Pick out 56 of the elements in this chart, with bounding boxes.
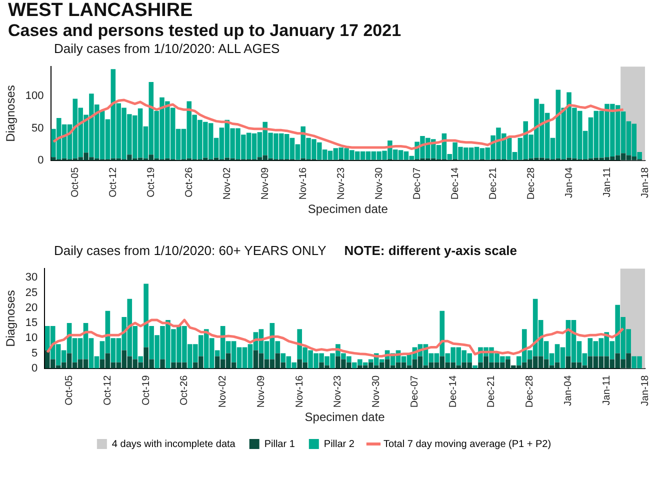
y-tick-label: 20: [25, 302, 38, 314]
chart-title: Daily cases from 1/10/2020: 60+ YEARS ONLY: [54, 243, 326, 258]
x-tick-label: Dec-21: [488, 166, 499, 200]
text: NOTE: different y-axis scale: [344, 243, 517, 258]
x-tick-label: Nov-09: [260, 166, 271, 200]
y-axis-title: Diagnoses: [4, 85, 18, 142]
x-tick-label: Dec-07: [412, 166, 423, 200]
x-tick-label: Oct-19: [146, 166, 157, 198]
x-tick-label: Jan-04: [564, 166, 575, 198]
x-tick-label: Nov-30: [374, 166, 385, 200]
x-tick-label: Oct-19: [140, 374, 152, 406]
x-axis-title: Specimen date: [308, 202, 388, 216]
chart-subtitle: Cases and persons tested up to January 17 2021: [8, 21, 402, 41]
x-tick-label: Nov-16: [294, 374, 306, 408]
x-tick-label: Jan-11: [602, 166, 613, 198]
x-tick-label: Nov-23: [332, 374, 344, 408]
x-tick-label: Nov-09: [256, 374, 267, 408]
x-tick-label: Oct-12: [102, 374, 114, 406]
x-tick-label: Jan-11: [601, 374, 612, 406]
x-tick-label: Nov-16: [298, 166, 309, 200]
chart-title: WEST LANCASHIRE: [8, 0, 194, 21]
x-tick-label: Nov-02: [222, 166, 233, 200]
bar: [160, 359, 165, 368]
x-tick-label: Oct-26: [179, 374, 190, 406]
y-tick-label: 30: [25, 272, 38, 284]
x-tick-label: Dec-28: [524, 374, 536, 408]
y-tick-label: 15: [25, 317, 38, 330]
text: Daily cases from 1/10/2020: ALL AGES: [53, 41, 281, 57]
y-tick-label: 0: [38, 154, 44, 166]
x-tick-label: Jan-18: [640, 166, 651, 198]
legend-label: Pillar 1: [264, 438, 296, 450]
x-tick-label: Oct-26: [184, 166, 195, 198]
x-tick-label: Nov-02: [218, 374, 229, 408]
y-tick-label: 25: [25, 286, 38, 299]
y-tick-label: 0: [32, 362, 38, 374]
legend-label: Total 7 day moving average (P1 + P2): [383, 438, 552, 450]
legend-label: 4 days with incomplete data: [112, 438, 236, 450]
x-tick-label: Dec-21: [486, 374, 498, 408]
x-tick-label: Dec-14: [448, 374, 459, 408]
x-tick-label: Dec-07: [409, 374, 420, 408]
y-tick-label: 50: [32, 122, 44, 134]
y-tick-label: 5: [32, 347, 38, 360]
y-tick-label: 10: [25, 332, 38, 344]
x-tick-label: Nov-23: [336, 166, 347, 200]
y-tick-label: 100: [25, 90, 44, 102]
x-tick-label: Nov-30: [371, 374, 382, 408]
x-tick-label: Jan-18: [640, 374, 651, 406]
x-tick-label: Oct-05: [64, 374, 76, 406]
x-tick-label: Oct-12: [108, 166, 119, 198]
x-tick-label: Dec-28: [526, 166, 537, 200]
legend-label: Pillar 2: [324, 438, 355, 450]
x-tick-label: Dec-14: [450, 166, 461, 200]
x-tick-label: Jan-04: [562, 374, 574, 406]
x-tick-label: Oct-05: [70, 166, 81, 198]
x-axis-title: Specimen date: [304, 410, 386, 424]
y-axis-title: Diagnoses: [4, 290, 18, 347]
